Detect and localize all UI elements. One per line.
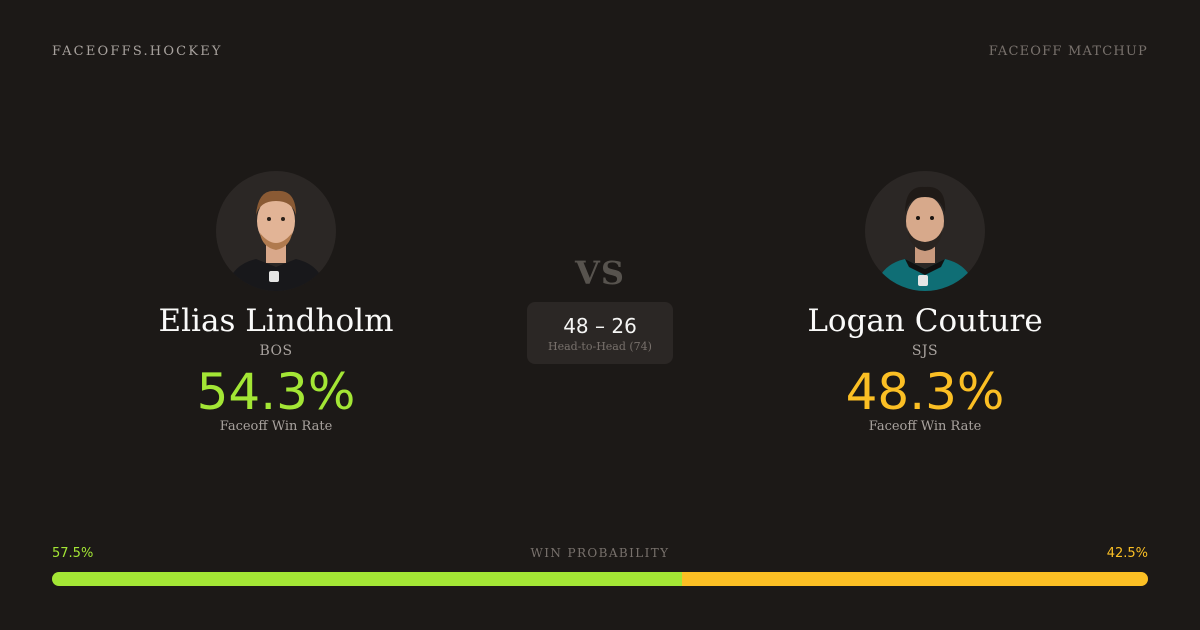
player-b-win-rate: 48.3% — [845, 363, 1005, 421]
player-b-name: Logan Couture — [807, 303, 1043, 339]
player-a-win-rate-label: Faceoff Win Rate — [219, 419, 333, 434]
player-card-b: Logan Couture SJS 48.3% Faceoff Win Rate — [755, 171, 1095, 434]
player-b-win-rate-label: Faceoff Win Rate — [868, 419, 982, 434]
versus-label: VS — [575, 254, 625, 292]
player-b-team: SJS — [911, 343, 939, 359]
player-b-avatar — [865, 171, 985, 291]
player-b-headshot-icon — [875, 186, 975, 291]
win-probability-fill-b — [682, 572, 1148, 586]
win-probability-bar — [52, 572, 1148, 586]
head-to-head-label: Head-to-Head (74) — [548, 340, 652, 353]
player-a-avatar — [216, 171, 336, 291]
head-to-head-box: 48 – 26 Head-to-Head (74) — [527, 302, 673, 364]
player-card-a: Elias Lindholm BOS 54.3% Faceoff Win Rat… — [106, 171, 446, 434]
win-probability-title: WIN PROBABILITY — [530, 546, 670, 560]
win-probability-fill-a — [52, 572, 683, 586]
win-probability-b: 42.5% — [1106, 546, 1148, 561]
page-label: FACEOFF MATCHUP — [988, 44, 1148, 59]
player-a-team: BOS — [259, 343, 293, 359]
head-to-head-score: 48 – 26 — [563, 314, 637, 338]
player-a-win-rate: 54.3% — [196, 363, 356, 421]
win-probability-a: 57.5% — [52, 546, 94, 561]
player-a-name: Elias Lindholm — [158, 303, 394, 339]
player-a-headshot-icon — [226, 190, 326, 291]
site-brand: FACEOFFS.HOCKEY — [52, 44, 223, 59]
